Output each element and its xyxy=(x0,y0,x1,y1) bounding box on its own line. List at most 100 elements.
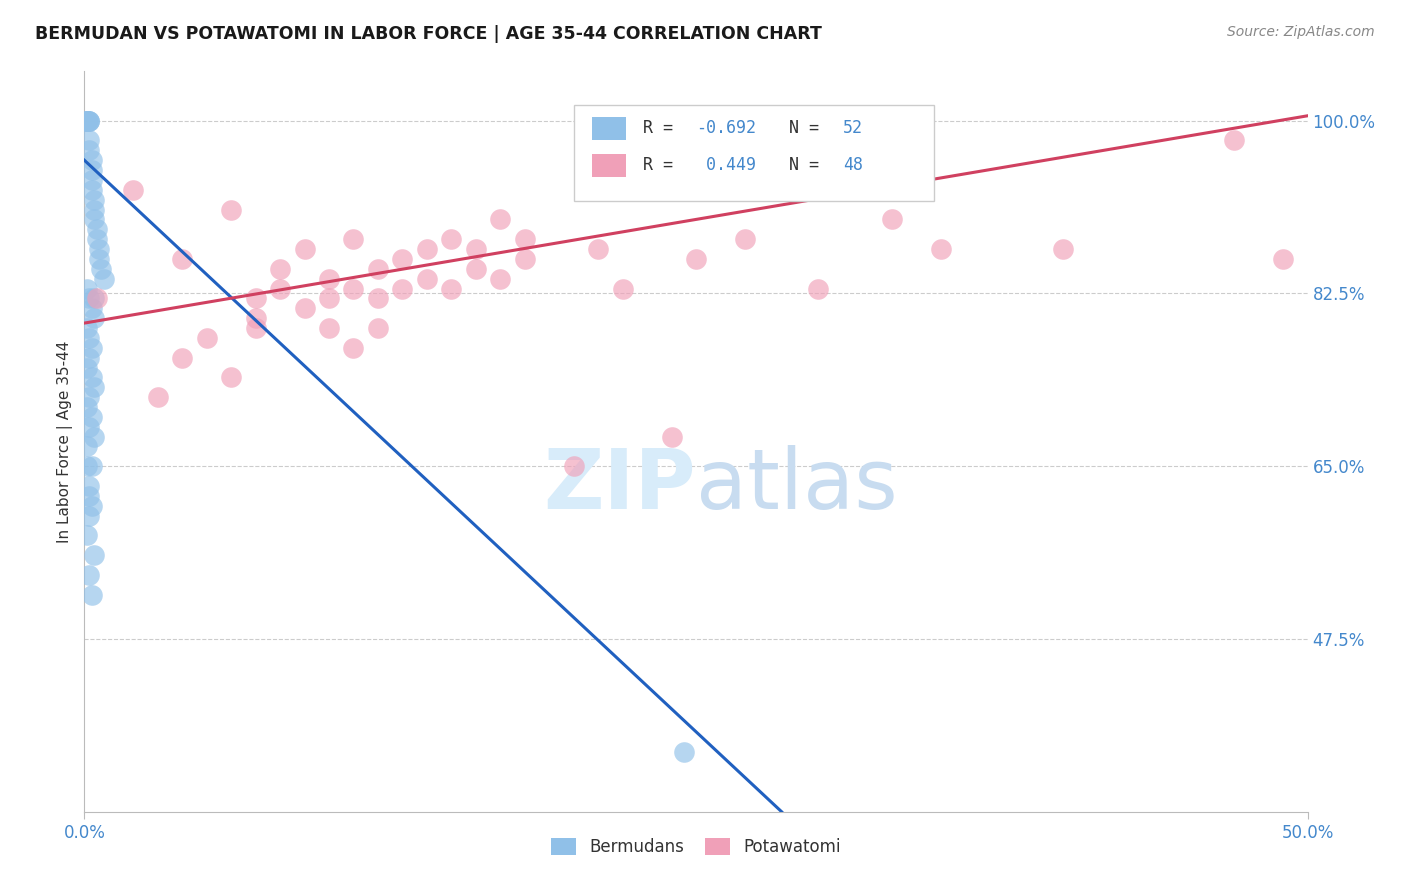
FancyBboxPatch shape xyxy=(592,153,626,178)
Point xyxy=(294,242,316,256)
Point xyxy=(76,528,98,542)
Point xyxy=(83,380,105,394)
Point xyxy=(391,281,413,295)
Point xyxy=(318,292,340,306)
Point xyxy=(90,261,112,276)
Point xyxy=(489,271,512,285)
Point xyxy=(87,252,110,266)
Point xyxy=(342,232,364,246)
Point xyxy=(80,459,103,474)
Point xyxy=(367,321,389,335)
Point xyxy=(146,390,169,404)
Point xyxy=(86,292,108,306)
Point xyxy=(342,341,364,355)
Text: 48: 48 xyxy=(842,156,863,174)
Point xyxy=(77,390,100,404)
Point xyxy=(880,212,903,227)
Point xyxy=(122,183,145,197)
Point xyxy=(807,281,830,295)
Point xyxy=(93,271,115,285)
Point xyxy=(80,341,103,355)
Text: 52: 52 xyxy=(842,120,863,137)
Point xyxy=(80,499,103,513)
Point xyxy=(77,489,100,503)
Point xyxy=(86,232,108,246)
Point xyxy=(342,281,364,295)
Point xyxy=(367,261,389,276)
Point xyxy=(672,746,695,760)
Point xyxy=(77,113,100,128)
Point xyxy=(1223,133,1246,147)
Point xyxy=(195,331,218,345)
Point xyxy=(80,153,103,168)
Point xyxy=(83,193,105,207)
Point xyxy=(76,113,98,128)
Point xyxy=(562,459,585,474)
Point xyxy=(294,301,316,316)
Point xyxy=(464,242,486,256)
Point xyxy=(77,144,100,158)
Point xyxy=(245,321,267,335)
Point xyxy=(219,370,242,384)
Point xyxy=(367,292,389,306)
Point xyxy=(80,409,103,424)
Point xyxy=(1272,252,1295,266)
Text: N =: N = xyxy=(769,156,830,174)
Point xyxy=(586,242,609,256)
Point xyxy=(76,360,98,375)
Point xyxy=(83,311,105,326)
Point xyxy=(86,222,108,236)
Point xyxy=(83,212,105,227)
Point xyxy=(440,232,463,246)
Point xyxy=(734,232,756,246)
Point xyxy=(80,173,103,187)
Point xyxy=(76,459,98,474)
Point xyxy=(80,163,103,178)
Point xyxy=(76,113,98,128)
Point xyxy=(391,252,413,266)
Point xyxy=(77,113,100,128)
Point xyxy=(661,429,683,443)
Point xyxy=(685,252,707,266)
Point xyxy=(416,271,439,285)
Point xyxy=(269,261,291,276)
Point xyxy=(77,133,100,147)
Point xyxy=(245,311,267,326)
Text: ZIP: ZIP xyxy=(544,445,696,526)
Point xyxy=(219,202,242,217)
Point xyxy=(612,281,634,295)
Point xyxy=(83,429,105,443)
Point xyxy=(76,113,98,128)
Point xyxy=(77,567,100,582)
Point xyxy=(80,183,103,197)
Point xyxy=(83,202,105,217)
Point xyxy=(513,232,536,246)
Y-axis label: In Labor Force | Age 35-44: In Labor Force | Age 35-44 xyxy=(58,341,73,542)
Text: atlas: atlas xyxy=(696,445,897,526)
Point xyxy=(172,252,194,266)
Point xyxy=(76,113,98,128)
Point xyxy=(464,261,486,276)
Point xyxy=(87,242,110,256)
Point xyxy=(76,281,98,295)
Text: R =: R = xyxy=(644,120,683,137)
Text: N =: N = xyxy=(769,120,830,137)
Point xyxy=(80,588,103,602)
Point xyxy=(1052,242,1074,256)
Point xyxy=(318,271,340,285)
Point xyxy=(76,113,98,128)
FancyBboxPatch shape xyxy=(574,104,935,201)
Point xyxy=(76,321,98,335)
Text: 0.449: 0.449 xyxy=(696,156,756,174)
Point xyxy=(318,321,340,335)
Point xyxy=(269,281,291,295)
Point xyxy=(77,419,100,434)
Text: Source: ZipAtlas.com: Source: ZipAtlas.com xyxy=(1227,25,1375,39)
Point xyxy=(416,242,439,256)
Point xyxy=(80,370,103,384)
Point xyxy=(513,252,536,266)
Point xyxy=(440,281,463,295)
Point xyxy=(77,508,100,523)
Point xyxy=(77,479,100,493)
Point xyxy=(77,292,100,306)
